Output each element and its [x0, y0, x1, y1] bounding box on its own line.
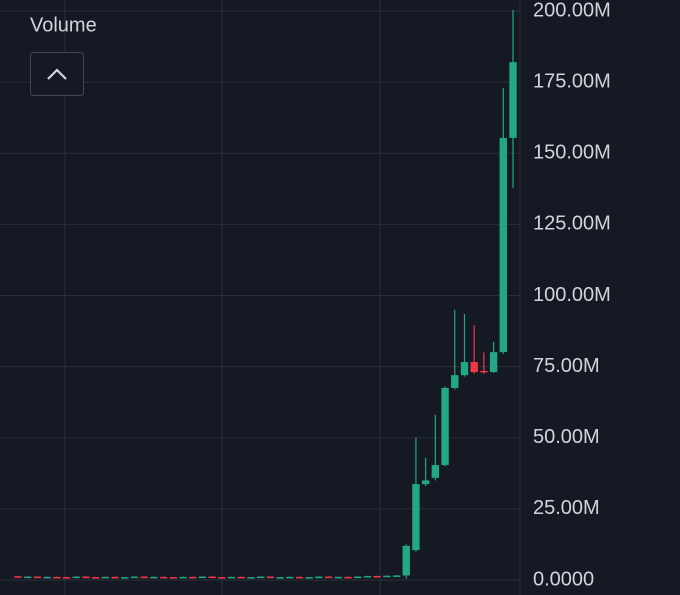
button-frame[interactable] — [30, 52, 84, 96]
candle-body — [315, 576, 323, 579]
candle-body — [402, 545, 410, 576]
candle-body — [295, 576, 304, 579]
candle-body — [159, 576, 168, 579]
y-tick-label: 0.0000 — [533, 568, 594, 590]
candle-body — [111, 576, 119, 579]
candle-body — [334, 576, 342, 579]
pane-title: Volume — [30, 14, 97, 36]
y-tick-label: 75.00M — [533, 355, 600, 377]
candle-body — [509, 62, 517, 138]
candle-body — [305, 577, 313, 579]
candle-body — [266, 576, 275, 579]
candle-body — [383, 575, 391, 578]
candle-body — [324, 576, 333, 579]
candle-body — [499, 137, 507, 353]
candle-body — [101, 576, 110, 579]
y-tick-label: 25.00M — [533, 497, 600, 519]
candle-body — [431, 465, 440, 478]
y-tick-label: 100.00M — [533, 284, 611, 306]
y-tick-label: 50.00M — [533, 426, 600, 448]
candle-body — [208, 576, 216, 579]
candle-body — [189, 576, 197, 579]
candle-body — [91, 577, 100, 579]
candle-body — [237, 576, 245, 579]
candle-body — [373, 576, 381, 578]
candle-body — [421, 480, 430, 485]
candle-body — [130, 576, 139, 579]
candle-body — [412, 484, 420, 551]
candle-body — [82, 576, 90, 579]
candle-body — [441, 387, 449, 466]
candle-body — [354, 576, 362, 579]
candle-body — [344, 576, 352, 579]
candle-body — [363, 576, 372, 578]
candle-body — [489, 352, 498, 373]
candle-body — [43, 576, 51, 579]
candle-body — [256, 576, 265, 579]
candle-body — [53, 576, 61, 579]
candle-body — [140, 576, 148, 579]
collapse-button[interactable] — [30, 52, 84, 96]
y-tick-label: 150.00M — [533, 142, 611, 164]
y-tick-label: 125.00M — [533, 213, 611, 235]
y-tick-label: 175.00M — [533, 70, 611, 92]
candle-body — [276, 577, 284, 579]
candle-body — [198, 576, 207, 579]
candle-body — [247, 577, 255, 579]
candle-body — [286, 576, 294, 579]
candle-body — [470, 362, 478, 373]
plot — [0, 9, 520, 581]
caret-icon — [47, 68, 67, 80]
candle-body — [62, 577, 71, 579]
candle-body — [72, 576, 80, 579]
candle-body — [24, 576, 32, 579]
candle-body — [218, 577, 226, 579]
candle-body — [169, 577, 177, 579]
candle-body — [227, 576, 236, 579]
y-tick-label: 200.00M — [533, 0, 611, 21]
candle-body — [392, 575, 401, 577]
candle-body — [33, 576, 42, 579]
candle-body — [121, 577, 129, 579]
candle-body — [460, 362, 469, 376]
candle-body — [14, 576, 22, 578]
candle-body — [179, 576, 187, 579]
candle-body — [150, 576, 158, 579]
candle-body — [480, 370, 488, 373]
candle-body — [451, 375, 459, 388]
